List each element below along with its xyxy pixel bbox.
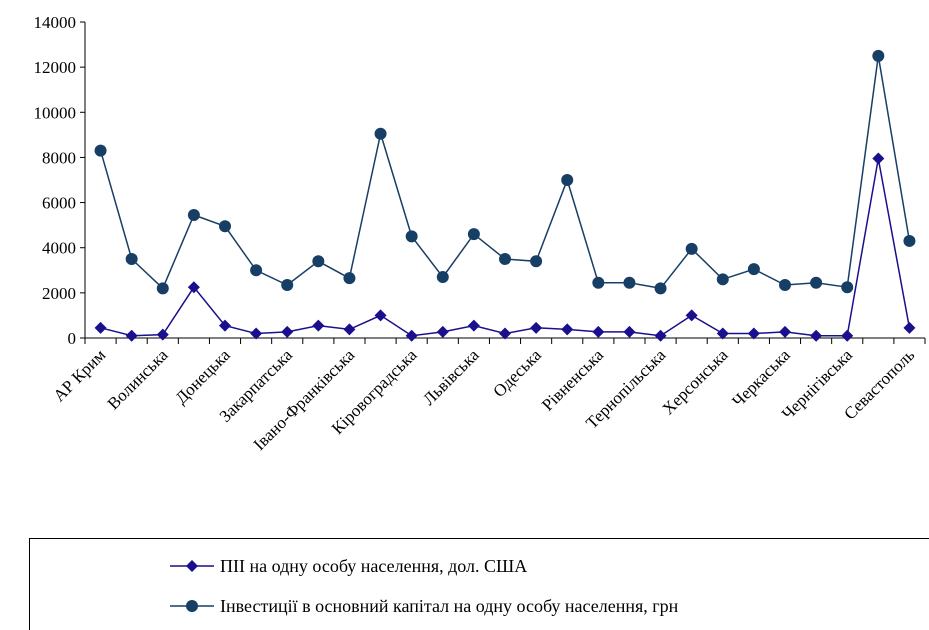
legend-swatch-circle xyxy=(170,600,214,612)
data-point-diamond xyxy=(156,328,169,341)
axes xyxy=(84,22,926,344)
y-tick-label: 2000 xyxy=(42,284,76,303)
data-point-circle xyxy=(530,255,543,268)
legend-swatch-diamond xyxy=(170,560,214,572)
data-point-circle xyxy=(685,242,698,255)
data-point-diamond xyxy=(903,321,916,334)
data-point-circle xyxy=(156,282,169,295)
legend-item-fdi: ПІІ на одну особу населення, дол. США xyxy=(170,554,527,578)
data-point-circle xyxy=(499,253,511,265)
data-point-circle xyxy=(374,127,387,140)
x-tick-label: Херсонська xyxy=(659,345,732,418)
data-point-diamond xyxy=(685,309,698,322)
series-markers xyxy=(94,49,916,342)
data-point-diamond xyxy=(810,329,823,342)
data-point-circle xyxy=(436,271,449,284)
data-point-circle xyxy=(405,230,418,243)
data-point-circle xyxy=(187,208,200,221)
data-point-circle xyxy=(343,272,356,285)
data-point-circle xyxy=(312,255,325,268)
data-point-circle xyxy=(654,282,667,295)
data-point-circle xyxy=(779,278,791,291)
x-tick-label: Волинська xyxy=(104,345,172,413)
data-point-diamond xyxy=(187,281,200,294)
data-point-diamond xyxy=(343,323,356,336)
data-point-diamond xyxy=(281,325,294,338)
data-point-circle xyxy=(872,49,885,62)
data-point-diamond xyxy=(623,325,636,338)
data-point-circle xyxy=(903,234,916,247)
data-point-circle xyxy=(716,273,729,286)
data-point-circle xyxy=(841,281,854,294)
legend-item-capital-investment: Інвестиції в основний капітал на одну ос… xyxy=(170,594,678,618)
legend-label-capital-investment: Інвестиції в основний капітал на одну ос… xyxy=(220,595,679,616)
y-tick-label: 14000 xyxy=(34,13,77,32)
data-point-diamond xyxy=(94,321,107,334)
y-tick-label: 4000 xyxy=(42,239,76,258)
y-tick-label: 0 xyxy=(68,329,77,348)
y-tick-label: 10000 xyxy=(34,103,77,122)
data-point-diamond xyxy=(374,309,387,322)
data-point-diamond xyxy=(405,329,418,342)
data-point-diamond xyxy=(654,329,667,342)
data-point-circle xyxy=(592,276,605,289)
data-point-diamond xyxy=(219,319,231,332)
data-point-diamond xyxy=(561,323,574,336)
data-point-circle xyxy=(810,276,823,289)
data-point-diamond xyxy=(872,152,885,165)
series-line-1 xyxy=(100,158,911,337)
chart-svg: 0 2000 4000 6000 8000 10000 12000 14000 АР Крим… xyxy=(34,13,926,454)
data-point-circle xyxy=(747,263,760,276)
data-point-circle xyxy=(467,228,480,241)
data-point-circle xyxy=(281,278,294,291)
x-tick-label: Донецька xyxy=(172,345,235,408)
data-point-diamond xyxy=(530,321,543,334)
x-tick-label: Львівська xyxy=(419,345,483,409)
data-point-diamond xyxy=(716,327,729,340)
data-point-diamond xyxy=(841,329,854,342)
data-point-circle xyxy=(219,220,231,233)
y-tick-label: 8000 xyxy=(42,148,76,167)
data-point-diamond xyxy=(467,319,480,332)
data-point-circle xyxy=(250,264,263,277)
x-tick-label: Черкаська xyxy=(728,345,794,411)
y-tick-label: 12000 xyxy=(34,58,77,77)
data-point-circle xyxy=(623,276,636,289)
y-axis-ticks: 0 2000 4000 6000 8000 10000 12000 14000 xyxy=(34,13,85,348)
data-point-diamond xyxy=(747,327,760,340)
data-point-diamond xyxy=(125,329,138,342)
legend: ПІІ на одну особу населення, дол. США Ін… xyxy=(29,538,929,630)
data-point-diamond xyxy=(436,325,449,338)
data-point-diamond xyxy=(592,325,605,338)
data-point-diamond xyxy=(499,327,511,340)
data-point-circle xyxy=(94,144,107,157)
data-point-diamond xyxy=(312,319,325,332)
y-tick-label: 6000 xyxy=(42,194,76,213)
x-tick-label: Одеська xyxy=(489,345,545,401)
data-point-diamond xyxy=(250,327,263,340)
x-tick-label: АР Крим xyxy=(50,345,110,405)
data-point-circle xyxy=(125,253,138,265)
data-point-diamond xyxy=(779,325,791,338)
data-point-circle xyxy=(561,174,574,186)
legend-label-fdi: ПІІ на одну особу населення, дол. США xyxy=(220,555,528,576)
series-lines xyxy=(99,55,911,337)
